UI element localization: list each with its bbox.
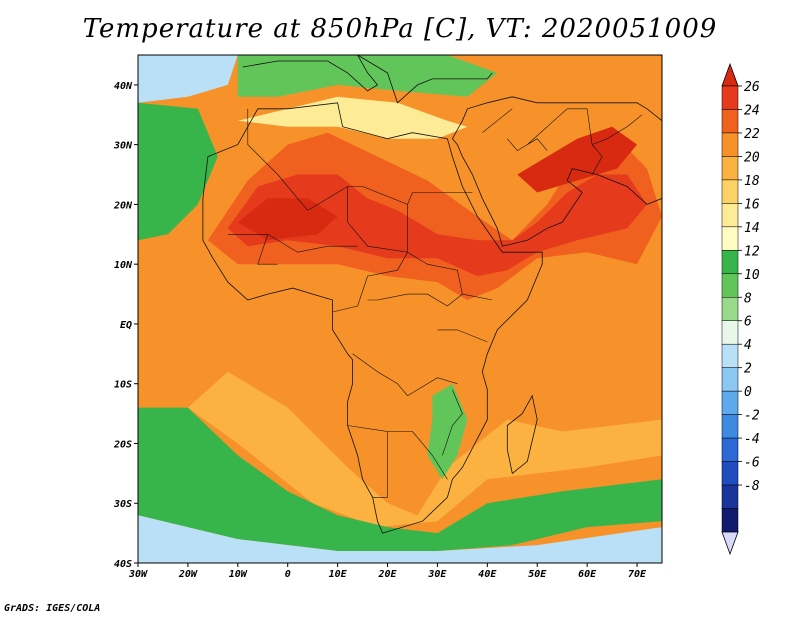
africa-coastline (202, 102, 543, 534)
colorbar-swatch (721, 508, 739, 533)
lon-tick-label: 20W (178, 569, 198, 580)
region-hot-arabia (517, 126, 637, 193)
lat-tick-label: 30N (113, 141, 133, 152)
lat-tick-label: 20S (113, 439, 132, 450)
europe-coastline (242, 55, 493, 104)
chart-title: Temperature at 850hPa [C], VT: 202005100… (82, 14, 718, 44)
country-border (347, 425, 448, 480)
colorbar-swatch (721, 179, 739, 204)
colorbar-label: 0 (744, 385, 752, 400)
colorbar-label: 20 (744, 150, 760, 165)
colorbar-swatch (721, 250, 739, 275)
lon-tick-label: 40E (478, 569, 497, 580)
lat-tick-label: EQ (120, 320, 132, 331)
region-canary-green (138, 102, 218, 241)
country-border (257, 234, 278, 265)
lon-tick-label: 60E (578, 569, 597, 580)
region-hot-sahel (237, 198, 338, 241)
lon-tick-label: 70E (628, 569, 647, 580)
colorbar-label: 8 (744, 291, 752, 306)
colorbar-label: 26 (744, 80, 760, 95)
lon-tick-label: 10E (329, 569, 348, 580)
colorbar-swatch (721, 203, 739, 228)
country-border (527, 108, 603, 175)
colorbar-label: 24 (744, 103, 760, 118)
temperature-field (138, 55, 662, 563)
colorbar-label: -8 (744, 479, 760, 494)
lon-tick-label: 20E (377, 569, 397, 580)
map-axes: 30W 20W 10W 0 10E 20E 30E 40E 50E 60E 70E 40N 30N 20N… (113, 81, 647, 580)
colorbar-label: -6 (744, 456, 760, 471)
colorbar-swatch (721, 132, 739, 157)
lon-tick-label: 10W (229, 569, 248, 580)
country-border (367, 293, 463, 307)
lat-tick-label: 30S (113, 499, 132, 510)
country-border (482, 108, 513, 133)
colorbar-swatch (721, 390, 739, 415)
colorbar-swatch (721, 414, 739, 439)
colorbar-swatch (721, 226, 739, 251)
colorbar-label: 18 (744, 174, 760, 189)
colorbar-swatch (721, 297, 739, 321)
country-border (407, 251, 493, 301)
colorbar-label: -4 (744, 432, 760, 447)
region-south-atlantic-cool (138, 407, 662, 551)
plot-frame (137, 54, 663, 564)
colorbar-label: 14 (744, 221, 760, 236)
region-east-africa-green (427, 383, 468, 480)
country-border (372, 431, 388, 498)
arabia-coastline (451, 96, 662, 247)
lat-tick-label: 40S (114, 559, 132, 570)
colorbar-swatch (721, 320, 739, 345)
country-border (442, 389, 463, 456)
colorbar-label: 16 (744, 197, 760, 212)
country-border (352, 353, 458, 397)
region-north-atlantic-cool (138, 55, 238, 103)
colorbar-swatch (721, 461, 739, 486)
lon-tick-label: 30E (427, 569, 447, 580)
colorbar-label: -2 (744, 409, 760, 424)
lat-tick-label: 10N (114, 260, 133, 271)
colorbar-swatch (721, 484, 739, 509)
lat-tick-label: 10S (114, 380, 132, 391)
region-southern-ocean-blue (138, 515, 662, 563)
colorbar-swatch (721, 343, 739, 368)
colorbar-top-arrow (721, 62, 739, 87)
country-border (227, 234, 358, 253)
madagascar-coastline (506, 394, 538, 475)
colorbar-swatch (721, 85, 739, 110)
country-border (247, 108, 408, 211)
colorbar-swatch (721, 109, 739, 134)
lon-tick-label: 0 (285, 569, 291, 580)
colorbar-label: 22 (744, 127, 760, 142)
region-atlantic-green (138, 407, 208, 480)
colorbar-swatch (721, 156, 739, 181)
colorbar-label: 2 (744, 362, 752, 377)
country-border (591, 114, 643, 145)
colorbar-swatch (721, 437, 739, 462)
colorbar-swatch (721, 367, 739, 392)
grads-credit: GrADS: IGES/COLA (4, 603, 101, 614)
lon-tick-label: 30W (128, 569, 148, 580)
colorbar-label: 4 (744, 338, 752, 353)
colorbar-label: 12 (744, 244, 760, 259)
region-central-africa-warm (187, 264, 662, 480)
colorbar-label: 10 (744, 268, 760, 283)
country-border (332, 252, 408, 313)
coastlines (202, 55, 662, 534)
region-mediterranean-mild (237, 96, 468, 139)
country-border (437, 329, 488, 343)
lat-tick-label: 40N (114, 81, 133, 92)
lon-tick-label: 50E (528, 569, 547, 580)
region-hot-sahara (227, 174, 648, 277)
lat-tick-label: 20N (113, 200, 133, 211)
colorbar-bottom-arrow (721, 531, 739, 556)
region-europe-cool (237, 55, 498, 97)
colorbar-label: 6 (744, 315, 752, 330)
colorbar-swatch (721, 273, 739, 298)
region-southern-africa-warm (187, 371, 662, 528)
